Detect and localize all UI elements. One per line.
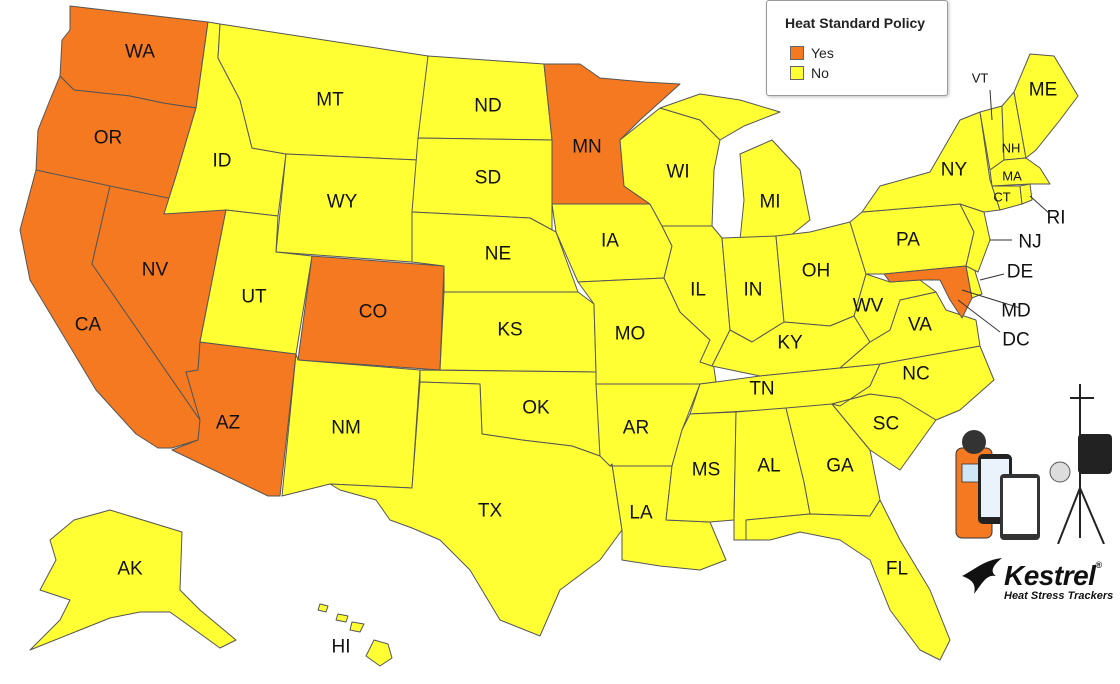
state-label-SD: SD xyxy=(475,168,501,189)
state-label-RI: RI xyxy=(1047,208,1066,229)
state-label-WA: WA xyxy=(125,42,155,63)
state-label-NJ: NJ xyxy=(1018,232,1041,253)
state-label-FL: FL xyxy=(886,559,908,580)
state-label-NM: NM xyxy=(331,418,361,439)
state-label-PA: PA xyxy=(896,230,920,251)
state-MN[interactable] xyxy=(543,63,681,205)
state-label-MN: MN xyxy=(572,137,602,158)
state-ME[interactable] xyxy=(1013,53,1079,159)
state-AZ[interactable] xyxy=(171,341,297,497)
state-label-MI: MI xyxy=(759,192,780,213)
state-label-AK: AK xyxy=(117,559,143,580)
state-label-HI: HI xyxy=(332,637,351,658)
state-label-ID: ID xyxy=(213,151,232,172)
state-label-ND: ND xyxy=(474,96,501,117)
brand-tagline: Heat Stress Trackers xyxy=(1004,590,1114,602)
state-label-NV: NV xyxy=(142,260,169,281)
kestrel-products-image xyxy=(955,384,1112,544)
state-NY[interactable] xyxy=(861,111,1001,213)
state-FL[interactable] xyxy=(745,499,951,661)
legend-label-no: No xyxy=(811,65,829,81)
state-label-WY: WY xyxy=(327,192,358,213)
state-NC[interactable] xyxy=(831,345,995,421)
legend-swatch-no xyxy=(790,66,804,80)
state-label-LA: LA xyxy=(629,503,653,524)
state-AK[interactable] xyxy=(29,509,237,651)
state-label-CA: CA xyxy=(75,315,102,336)
state-label-NE: NE xyxy=(485,244,511,265)
state-label-OH: OH xyxy=(802,261,831,282)
state-label-AZ: AZ xyxy=(216,413,241,434)
state-label-VT: VT xyxy=(972,71,989,86)
state-label-IL: IL xyxy=(690,280,706,301)
legend-item-no: No xyxy=(790,65,829,81)
state-label-VA: VA xyxy=(908,315,932,336)
state-label-OR: OR xyxy=(94,128,123,149)
legend-item-yes: Yes xyxy=(790,45,834,61)
state-WV[interactable] xyxy=(853,273,937,343)
state-HI-islands[interactable] xyxy=(317,603,365,633)
kestrel-bird-logo-icon xyxy=(962,558,1002,594)
state-label-MD: MD xyxy=(1001,301,1031,322)
state-MI-upper[interactable] xyxy=(659,93,781,141)
state-MI[interactable] xyxy=(739,139,811,241)
state-label-UT: UT xyxy=(241,287,267,308)
state-label-AL: AL xyxy=(757,456,780,477)
state-label-KS: KS xyxy=(497,320,522,341)
state-label-CO: CO xyxy=(359,302,388,323)
state-label-MO: MO xyxy=(615,324,646,345)
state-IL[interactable] xyxy=(661,225,731,367)
state-label-MT: MT xyxy=(316,90,344,111)
state-label-CT: CT xyxy=(993,190,1010,205)
leader-lines xyxy=(957,89,1051,333)
state-label-IA: IA xyxy=(601,231,619,252)
state-RI[interactable] xyxy=(1019,183,1033,205)
state-label-TX: TX xyxy=(478,501,503,522)
state-label-DC: DC xyxy=(1002,330,1029,351)
state-label-NY: NY xyxy=(941,160,968,181)
state-label-OK: OK xyxy=(522,398,550,419)
state-labels: WA OR CA NV AZ CO MN MD ID MT WY UT NM ND SD NE KS OK TX IA… xyxy=(75,42,1066,658)
state-HI[interactable] xyxy=(365,639,393,667)
map-legend: Heat Standard Policy Yes No xyxy=(766,0,948,96)
state-label-KY: KY xyxy=(777,333,803,354)
state-label-NC: NC xyxy=(902,364,929,385)
legend-title: Heat Standard Policy xyxy=(785,15,926,31)
brand-name: Kestrel® xyxy=(1004,560,1102,591)
state-label-DE: DE xyxy=(1007,262,1033,283)
legend-swatch-yes xyxy=(790,46,804,60)
state-label-ME: ME xyxy=(1029,80,1058,101)
state-label-TN: TN xyxy=(749,379,774,400)
state-TX[interactable] xyxy=(329,381,623,637)
state-label-WV: WV xyxy=(853,296,884,317)
state-label-NH: NH xyxy=(1002,141,1021,156)
state-label-GA: GA xyxy=(826,456,854,477)
state-label-MS: MS xyxy=(692,460,721,481)
legend-label-yes: Yes xyxy=(811,45,834,61)
state-label-IN: IN xyxy=(744,280,763,301)
state-label-AR: AR xyxy=(623,418,649,439)
state-label-WI: WI xyxy=(666,162,689,183)
state-label-MA: MA xyxy=(1002,169,1022,184)
state-label-SC: SC xyxy=(873,414,899,435)
brand-registered-mark: ® xyxy=(1095,560,1102,570)
